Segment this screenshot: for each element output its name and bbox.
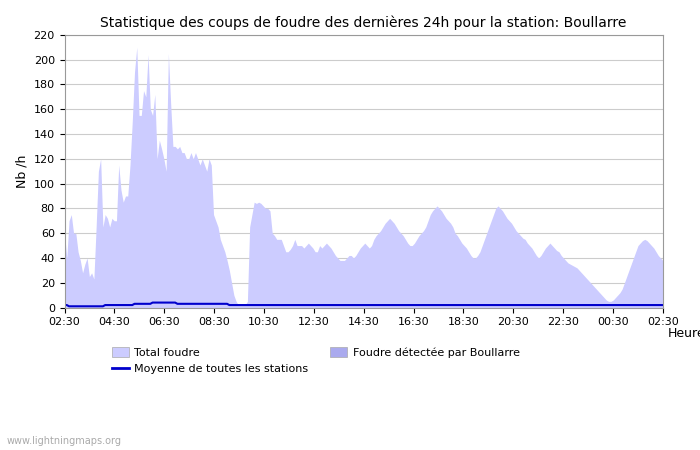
Title: Statistique des coups de foudre des dernières 24h pour la station: Boullarre: Statistique des coups de foudre des dern… <box>101 15 627 30</box>
Y-axis label: Nb /h: Nb /h <box>15 154 28 188</box>
Text: www.lightningmaps.org: www.lightningmaps.org <box>7 436 122 446</box>
Legend: Total foudre, Moyenne de toutes les stations, Foudre détectée par Boullarre: Total foudre, Moyenne de toutes les stat… <box>108 342 524 378</box>
X-axis label: Heure: Heure <box>668 327 700 340</box>
